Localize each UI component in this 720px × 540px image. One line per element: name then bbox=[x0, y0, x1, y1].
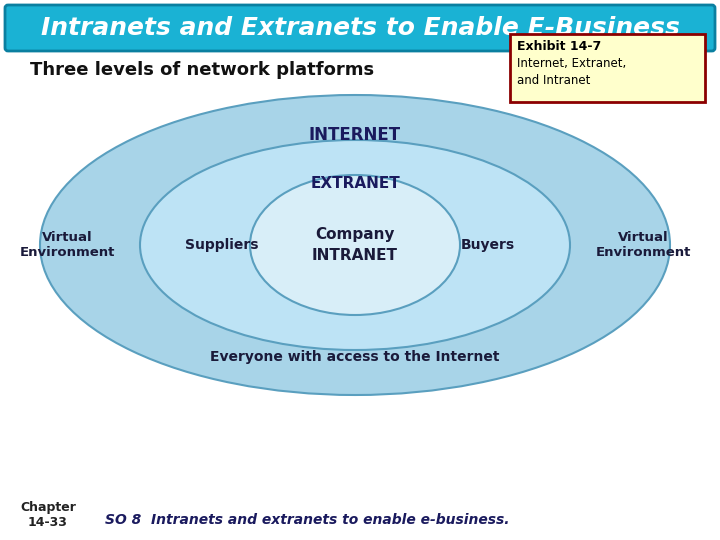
Ellipse shape bbox=[40, 95, 670, 395]
Text: INTRANET: INTRANET bbox=[312, 247, 398, 262]
Ellipse shape bbox=[250, 175, 460, 315]
Text: Buyers: Buyers bbox=[461, 238, 515, 252]
Text: Virtual
Environment: Virtual Environment bbox=[19, 231, 114, 259]
Text: Company: Company bbox=[315, 227, 395, 242]
Text: Chapter
14-33: Chapter 14-33 bbox=[20, 501, 76, 529]
Text: INTERNET: INTERNET bbox=[309, 126, 401, 144]
Ellipse shape bbox=[140, 140, 570, 350]
Text: SO 8  Intranets and extranets to enable e-business.: SO 8 Intranets and extranets to enable e… bbox=[105, 513, 510, 527]
Text: Everyone with access to the Internet: Everyone with access to the Internet bbox=[210, 350, 500, 364]
Text: Internet, Extranet,: Internet, Extranet, bbox=[517, 57, 626, 71]
Bar bbox=[510, 34, 705, 102]
Text: EXTRANET: EXTRANET bbox=[310, 176, 400, 191]
Text: Exhibit 14-7: Exhibit 14-7 bbox=[517, 40, 601, 53]
Text: and Intranet: and Intranet bbox=[517, 73, 590, 86]
Text: Virtual
Environment: Virtual Environment bbox=[595, 231, 690, 259]
FancyBboxPatch shape bbox=[5, 5, 715, 51]
Text: Suppliers: Suppliers bbox=[185, 238, 258, 252]
Text: Three levels of network platforms: Three levels of network platforms bbox=[30, 61, 374, 79]
Text: Intranets and Extranets to Enable E-Business: Intranets and Extranets to Enable E-Busi… bbox=[40, 16, 680, 40]
